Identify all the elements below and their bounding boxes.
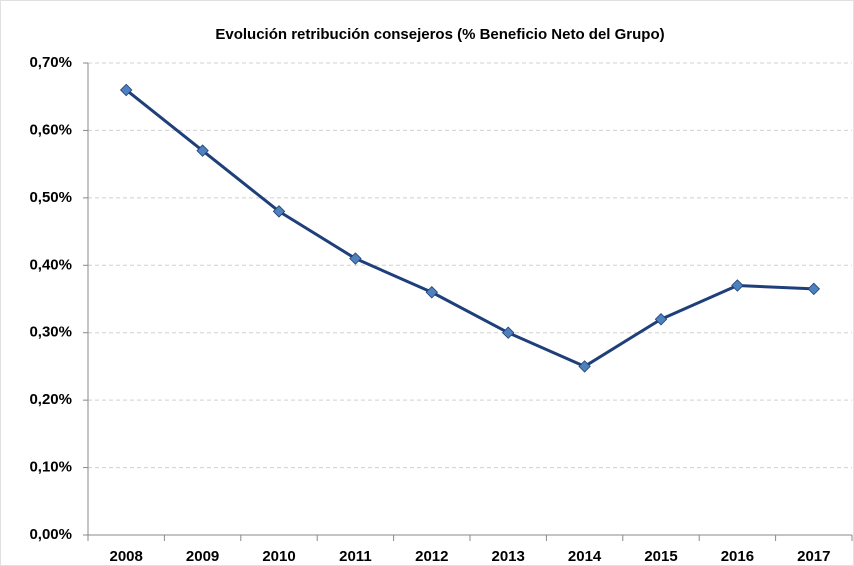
x-tick-label: 2013: [492, 548, 525, 565]
x-tick-label: 2014: [568, 548, 602, 565]
marker: [425, 286, 439, 299]
x-tick-label: 2016: [721, 548, 754, 565]
marker: [578, 360, 591, 373]
y-tick-label: 0,50%: [29, 189, 72, 206]
line: [125, 88, 814, 368]
y-tick-label: 0,30%: [29, 324, 72, 341]
x-tick-label: 2008: [110, 548, 143, 565]
x-tick-label: 2010: [262, 548, 295, 565]
x-tick-label: 2009: [186, 548, 219, 565]
y-tick-label: 0,10%: [29, 459, 72, 476]
x-tick-label: 2011: [339, 548, 372, 565]
marker: [731, 279, 744, 292]
marker: [807, 282, 821, 296]
y-tick-label: 0,20%: [29, 391, 72, 408]
y-tick-label: 0,60%: [29, 121, 72, 138]
marker: [654, 313, 668, 326]
y-tick-label: 0,00%: [29, 526, 72, 543]
x-tick-label: 2012: [415, 548, 448, 565]
marker: [196, 144, 209, 157]
marker: [501, 326, 515, 339]
x-tick-label: 2015: [644, 548, 677, 565]
marker: [349, 252, 362, 265]
y-tick-label: 0,40%: [29, 256, 72, 273]
marker: [272, 205, 286, 218]
chart-title: Evolución retribución consejeros (% Bene…: [215, 26, 664, 43]
y-tick-label: 0,70%: [29, 54, 72, 71]
marker: [119, 83, 133, 97]
x-tick-label: 2017: [797, 548, 830, 565]
